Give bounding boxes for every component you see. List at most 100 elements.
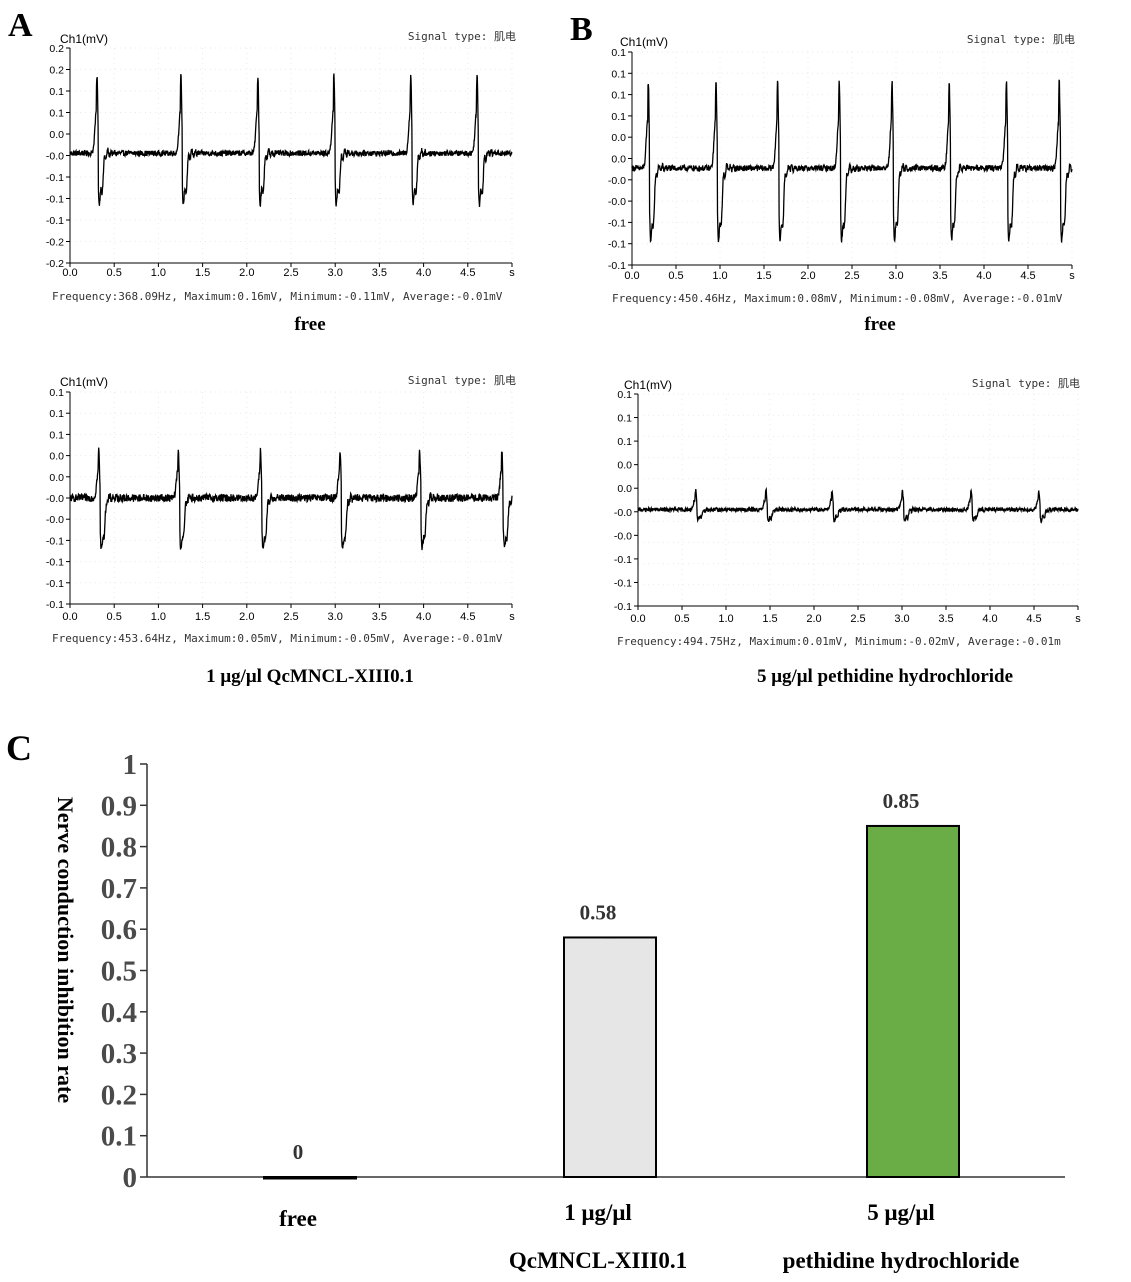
trace-y-tick-label: -0.0 [46, 514, 64, 526]
trace-caption: free [864, 314, 895, 335]
trace-y-tick-label: 0.0 [49, 451, 64, 463]
bar-y-tick-label: 0.9 [101, 790, 137, 822]
trace-y-tick-label: 0.0 [611, 154, 626, 166]
trace-y-tick-label: 0.0 [617, 460, 632, 472]
trace-y-tick-label: -0.0 [608, 175, 626, 187]
trace-x-tick-label: 1.5 [756, 270, 771, 282]
trace-x-tick-label: 1.0 [151, 611, 166, 623]
trace-x-tick-label: 0.5 [107, 611, 122, 623]
trace-y-tick-label: -0.1 [46, 172, 64, 184]
trace-x-tick-label: 0.5 [668, 270, 683, 282]
bar-category-label: 1 μg/μl [564, 1200, 632, 1225]
trace-signal-line [637, 486, 1079, 525]
bar [563, 936, 657, 1179]
trace-stats: Frequency:453.64Hz, Maximum:0.05mV, Mini… [52, 632, 503, 645]
trace-x-tick-label: 4.0 [982, 613, 997, 625]
trace-stats: Frequency:368.09Hz, Maximum:0.16mV, Mini… [52, 290, 503, 303]
trace-y-tick-label: 0.0 [617, 483, 632, 495]
bar-y-tick-label: 0 [123, 1162, 138, 1194]
trace-y-label: Ch1(mV) [624, 378, 672, 392]
trace-x-tick-label: 1.5 [195, 267, 210, 279]
trace-x-tick-label: 2.5 [850, 613, 865, 625]
trace-x-tick-label: s [509, 267, 515, 279]
trace-x-tick-label: 4.5 [1026, 613, 1041, 625]
bar-value-label: 0.58 [580, 900, 617, 924]
trace-y-tick-label: 0.0 [49, 129, 64, 141]
trace-x-tick-label: 0.5 [107, 267, 122, 279]
trace-x-tick-label: 1.0 [718, 613, 733, 625]
trace-x-tick-label: 3.5 [932, 270, 947, 282]
panel-letter-b: B [570, 11, 593, 48]
trace-y-label: Ch1(mV) [620, 35, 668, 49]
trace-y-tick-label: 0.1 [49, 387, 64, 399]
bar-y-label: Nerve conduction inhibition rate [53, 797, 78, 1103]
trace-y-tick-label: -0.1 [608, 239, 626, 251]
trace-y-tick-label: 0.1 [49, 86, 64, 98]
panel-letter-a: A [8, 7, 33, 44]
trace-caption: 1 μg/μl QcMNCL-XIII0.1 [206, 666, 414, 687]
trace-y-tick-label: 0.2 [49, 43, 64, 55]
trace-y-tick-label: 0.1 [49, 429, 64, 441]
trace-stats: Frequency:494.75Hz, Maximum:0.01mV, Mini… [617, 635, 1061, 648]
bar [866, 824, 960, 1178]
trace-caption: free [294, 314, 325, 335]
trace-y-tick-label: -0.0 [614, 530, 632, 542]
trace-y-tick-label: 0.1 [617, 413, 632, 425]
bar-category-label-line2: pethidine hydrochloride [783, 1248, 1020, 1273]
trace-y-tick-label: 0.1 [611, 111, 626, 123]
trace-y-tick-label: 0.1 [617, 436, 632, 448]
trace-y-tick-label: 0.1 [611, 90, 626, 102]
trace-x-tick-label: 3.0 [328, 611, 343, 623]
trace-x-tick-label: 2.5 [283, 611, 298, 623]
bar-y-tick-label: 0.3 [101, 1038, 137, 1070]
bar-y-tick-label: 0.5 [101, 956, 137, 988]
trace-x-tick-label: 0.0 [630, 613, 645, 625]
trace-y-tick-label: -0.0 [608, 196, 626, 208]
bar-chart-c: Nerve conduction inhibition rate 1 0.9 0.8 0… [53, 749, 1065, 1273]
trace-y-label: Ch1(mV) [60, 375, 108, 389]
trace-x-tick-label: s [509, 611, 515, 623]
trace-stats: Frequency:450.46Hz, Maximum:0.08mV, Mini… [612, 292, 1063, 305]
trace-x-tick-label: 1.5 [762, 613, 777, 625]
trace-grid [69, 47, 513, 264]
bar-chart: Nerve conduction inhibition rate 1 0.9 0.8 0… [53, 749, 1065, 1273]
trace-y-tick-label: 0.1 [617, 389, 632, 401]
trace-y-tick-label: -0.2 [46, 237, 64, 249]
trace-grid [637, 393, 1079, 607]
trace-y-tick-label: -0.0 [46, 493, 64, 505]
trace-x-tick-label: 2.5 [844, 270, 859, 282]
trace-signal-type: Signal type: 肌电 [408, 30, 516, 43]
trace-y-tick-label: 0.0 [49, 472, 64, 484]
trace-y-tick-label: -0.1 [46, 578, 64, 590]
trace-y-tick-label: -0.0 [614, 507, 632, 519]
trace-x-tick-label: 2.0 [239, 267, 254, 279]
trace-x-tick-label: 4.5 [460, 611, 475, 623]
trace-x-tick-label: 3.0 [894, 613, 909, 625]
trace-y-tick-label: -0.1 [46, 557, 64, 569]
trace-x-tick-label: 2.0 [239, 611, 254, 623]
trace-x-tick-label: 3.0 [888, 270, 903, 282]
trace-x-tick-label: 2.0 [806, 613, 821, 625]
trace-x-tick-label: 4.5 [460, 267, 475, 279]
trace-y-tick-label: -0.1 [608, 260, 626, 272]
trace-x-tick-label: 4.0 [416, 611, 431, 623]
trace-x-tick-label: 0.0 [624, 270, 639, 282]
trace-y-tick-label: -0.1 [46, 194, 64, 206]
trace-y-tick-label: -0.1 [46, 535, 64, 547]
bar-y-tick-label: 1 [123, 749, 138, 781]
trace-y-label: Ch1(mV) [60, 32, 108, 46]
trace-y-tick-label: -0.0 [46, 151, 64, 163]
trace-x-tick-label: 3.0 [328, 267, 343, 279]
trace-x-tick-label: 4.5 [1020, 270, 1035, 282]
trace-y-tick-label: 0.1 [611, 68, 626, 80]
trace-signal-line [69, 447, 513, 551]
trace-x-tick-label: 3.5 [372, 611, 387, 623]
trace-x-tick-label: 1.5 [195, 611, 210, 623]
trace-x-tick-label: s [1069, 270, 1075, 282]
trace-panel-b1: Ch1(mV) Signal type: 肌电 0.1 0.1 0.1 0.1 0.0 0.0… [608, 33, 1075, 335]
trace-panel-b2: Ch1(mV) Signal type: 肌电0.10.10.10.00.0-0.… [614, 377, 1081, 687]
trace-y-tick-label: -0.1 [614, 601, 632, 613]
bar-value-label: 0 [293, 1140, 304, 1164]
trace-y-tick-label: -0.1 [614, 554, 632, 566]
trace-y-tick-label: -0.1 [614, 577, 632, 589]
